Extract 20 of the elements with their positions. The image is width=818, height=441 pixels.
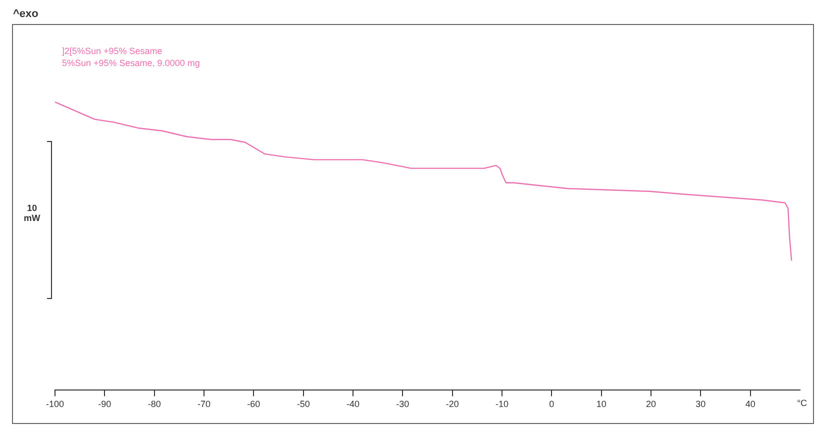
x-tick-label: -70: [197, 399, 211, 410]
x-tick-label: -50: [296, 399, 310, 410]
x-tick-label: -10: [495, 399, 509, 410]
x-tick-label: -20: [446, 399, 459, 410]
text: 10 mW: [22, 203, 42, 223]
x-tick-label: -60: [247, 399, 260, 410]
x-tick-label: -90: [98, 399, 112, 410]
x-tick-label: -100: [46, 399, 64, 410]
x-tick-label: 30: [696, 399, 706, 410]
x-tick-label: 10: [596, 399, 606, 410]
x-tick-label: 40: [745, 399, 756, 410]
x-tick-label: 20: [646, 399, 656, 410]
x-tick-label: -80: [148, 399, 161, 410]
text: ]2[5%Sun +95% Sesame: [62, 46, 162, 56]
text: ^exo: [13, 8, 38, 20]
x-tick-label: -40: [346, 399, 360, 410]
x-tick-label: 0: [549, 399, 554, 410]
text: 5%Sun +95% Sesame, 9.0000 mg: [62, 58, 200, 68]
x-tick-label: -30: [396, 399, 410, 410]
x-axis-title: °C: [796, 398, 808, 408]
